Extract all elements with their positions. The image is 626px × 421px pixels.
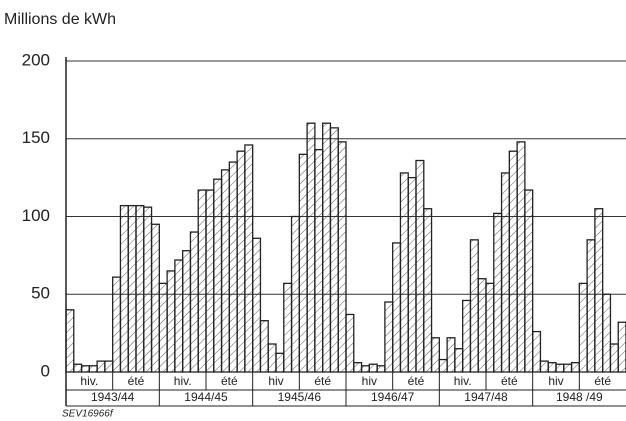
bar <box>602 293 612 373</box>
bar <box>298 153 308 373</box>
bar <box>322 122 332 373</box>
season-label: hiv. <box>80 374 98 388</box>
bar <box>236 150 246 373</box>
year-label: 1946/47 <box>371 390 415 404</box>
bar <box>189 231 199 373</box>
bar <box>329 127 339 373</box>
bar <box>500 172 510 373</box>
bar <box>532 330 542 373</box>
bar <box>112 276 122 373</box>
bar <box>244 144 254 373</box>
bar <box>174 259 184 373</box>
year-label: 1943/44 <box>91 390 135 404</box>
bar <box>220 169 230 373</box>
y-axis-label: Millions de kWh <box>4 11 116 28</box>
bar <box>267 343 277 373</box>
bar <box>469 239 479 373</box>
bar <box>609 343 619 373</box>
bar <box>368 363 378 373</box>
bar <box>197 189 207 373</box>
bar <box>430 337 440 373</box>
bar <box>376 365 386 373</box>
bar <box>578 282 588 373</box>
bar <box>314 148 324 373</box>
bar <box>555 363 565 373</box>
bar <box>586 239 596 373</box>
bar <box>516 141 526 373</box>
bar <box>477 278 487 373</box>
year-label: 1947/48 <box>464 390 508 404</box>
year-label: 1944/45 <box>184 390 228 404</box>
bar <box>547 362 557 373</box>
bar <box>407 176 417 373</box>
bar <box>423 208 433 373</box>
season-label: hiv <box>362 374 377 388</box>
bar <box>73 363 83 373</box>
bar <box>438 358 448 373</box>
season-label: hiv <box>548 374 563 388</box>
bar <box>166 270 176 373</box>
bar <box>96 360 106 373</box>
bar <box>337 141 347 373</box>
bar <box>275 352 285 373</box>
bar <box>493 212 503 373</box>
year-label: 1948 /49 <box>556 390 603 404</box>
season-label: été <box>594 374 611 388</box>
bar <box>119 204 129 373</box>
y-tick-label: 200 <box>22 50 50 69</box>
bar <box>65 309 75 373</box>
season-label: hiv. <box>174 374 192 388</box>
bar <box>306 122 316 373</box>
bar <box>384 301 394 373</box>
bar <box>104 360 114 373</box>
bar <box>454 348 464 373</box>
bar <box>399 172 409 373</box>
bar <box>594 208 604 373</box>
bar <box>150 223 160 373</box>
bar <box>88 365 98 373</box>
bar <box>158 282 168 373</box>
bar <box>524 189 534 373</box>
bar <box>485 282 495 373</box>
bar <box>228 161 238 373</box>
bar <box>539 360 549 373</box>
bar <box>570 362 580 373</box>
bar <box>127 204 137 373</box>
reference-note: SEV16966f <box>62 409 114 420</box>
y-tick-label: 0 <box>41 361 50 380</box>
season-label: été <box>314 374 331 388</box>
bar <box>563 363 573 373</box>
bar <box>80 365 90 373</box>
y-tick-label: 100 <box>22 206 50 225</box>
bar <box>462 299 472 373</box>
season-label: hiv <box>268 374 283 388</box>
bar <box>360 365 370 373</box>
season-label: été <box>501 374 518 388</box>
y-tick-label: 150 <box>22 128 50 147</box>
y-tick-label: 50 <box>31 284 50 303</box>
bar <box>143 206 153 373</box>
bar <box>135 204 145 373</box>
bar <box>290 215 300 373</box>
bar <box>345 313 355 373</box>
bar <box>205 189 215 373</box>
bar <box>259 320 269 373</box>
bar <box>213 178 223 373</box>
bar <box>446 337 456 373</box>
season-label: été <box>408 374 425 388</box>
season-label: hiv. <box>454 374 472 388</box>
year-label: 1945/46 <box>278 390 322 404</box>
season-label: été <box>128 374 145 388</box>
bar <box>353 362 363 373</box>
bar <box>508 150 518 373</box>
bar <box>392 242 402 373</box>
bar <box>283 282 293 373</box>
season-label: été <box>221 374 238 388</box>
bar <box>252 237 262 373</box>
bar <box>415 159 425 373</box>
bar <box>182 250 192 373</box>
bar <box>617 321 626 373</box>
